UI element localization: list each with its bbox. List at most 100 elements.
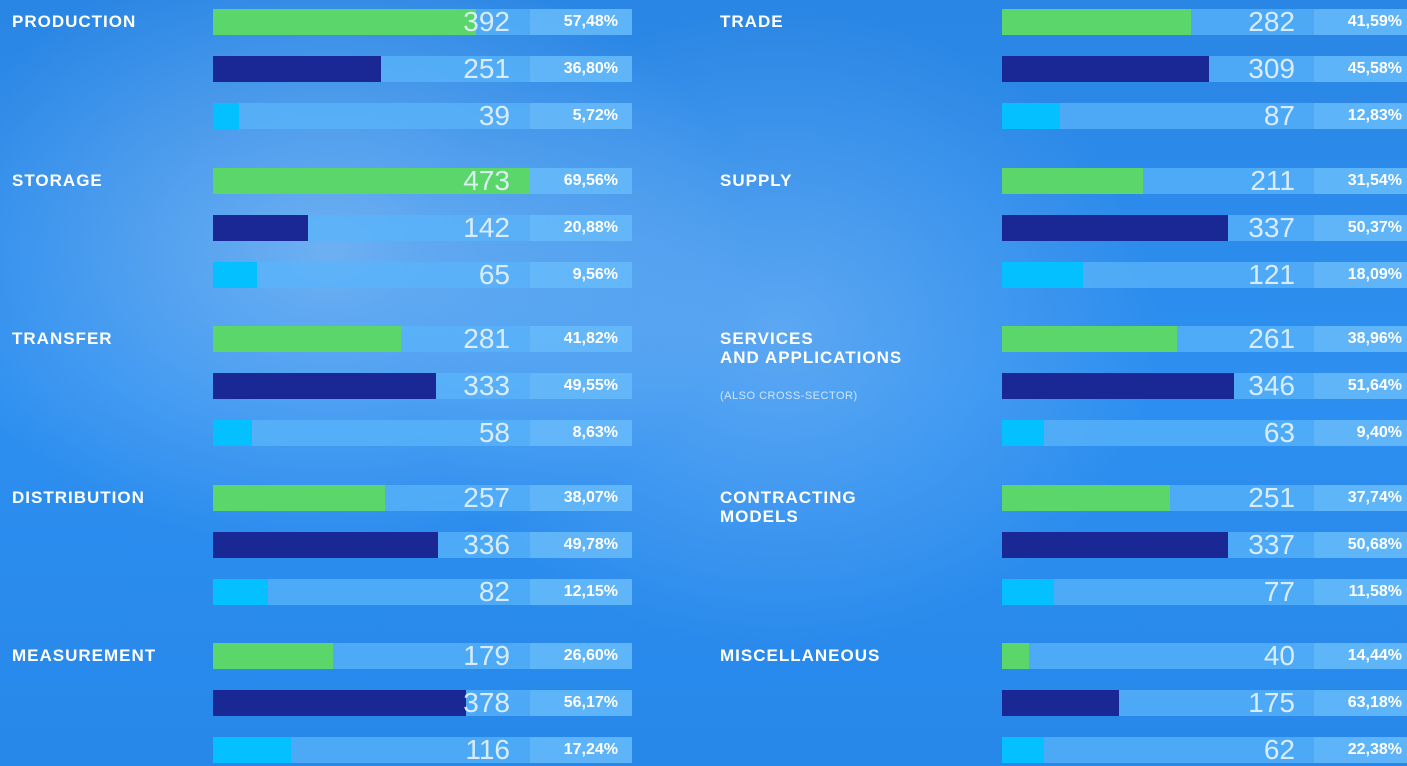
- percent-box: [1314, 484, 1407, 511]
- bar: [213, 9, 476, 35]
- count-label: 346: [1248, 370, 1295, 401]
- percent-label: 37,74%: [1347, 488, 1402, 506]
- bar: [1002, 373, 1234, 399]
- group-label: CONTRACTING MODELS: [720, 487, 857, 526]
- percent-box: [1314, 9, 1407, 35]
- count-label: 40: [1263, 640, 1295, 671]
- percent-box: [1314, 737, 1407, 763]
- percent-label: 5,72%: [572, 107, 618, 124]
- percent-label: 22,38%: [1347, 741, 1402, 758]
- count-label: 58: [478, 417, 510, 448]
- count-label: 337: [1248, 211, 1295, 243]
- percent-box: [530, 261, 632, 288]
- percent-label: 56,17%: [563, 694, 618, 711]
- percent-label: 8,63%: [572, 424, 618, 441]
- percent-box: [530, 420, 632, 446]
- group-label: STORAGE: [12, 170, 103, 190]
- percent-box: [1314, 420, 1407, 446]
- count-label: 121: [1248, 258, 1295, 290]
- count-label: 281: [463, 323, 510, 354]
- bar: [1002, 737, 1044, 763]
- count-label: 261: [1248, 323, 1295, 354]
- percent-label: 12,15%: [563, 582, 618, 600]
- count-label: 175: [1248, 687, 1295, 718]
- bar: [213, 214, 309, 241]
- bar: [213, 326, 402, 352]
- group-label: MEASUREMENT: [12, 646, 157, 665]
- percent-box: [1314, 578, 1407, 605]
- bar: [1002, 690, 1120, 716]
- bar: [1002, 578, 1054, 605]
- percent-label: 9,40%: [1356, 424, 1402, 441]
- bar: [1002, 9, 1192, 35]
- bar: [1002, 420, 1045, 446]
- bar: [213, 56, 382, 82]
- percent-label: 12,83%: [1347, 107, 1402, 124]
- group-label: SUPPLY: [720, 170, 793, 190]
- percent-box: [1314, 690, 1407, 716]
- percent-label: 20,88%: [563, 218, 618, 236]
- percent-label: 57,48%: [563, 13, 618, 30]
- bar: [213, 261, 257, 288]
- percent-box: [530, 484, 632, 511]
- percent-box: [530, 643, 632, 669]
- count-label: 65: [478, 258, 510, 290]
- count-label: 179: [463, 640, 510, 671]
- percent-label: 45,58%: [1347, 60, 1402, 77]
- percent-box: [530, 690, 632, 716]
- percent-label: 9,56%: [572, 265, 618, 283]
- bar: [213, 103, 240, 129]
- percent-box: [530, 56, 632, 82]
- percent-box: [530, 167, 632, 194]
- percent-box: [530, 737, 632, 763]
- bar: [213, 737, 291, 763]
- count-label: 39: [478, 100, 510, 131]
- percent-box: [1314, 531, 1407, 558]
- percent-label: 17,24%: [563, 741, 618, 758]
- count-label: 77: [1263, 575, 1295, 607]
- count-label: 473: [463, 164, 510, 196]
- group-label: MISCELLANEOUS: [720, 646, 881, 665]
- bar: [213, 531, 439, 558]
- count-label: 378: [463, 687, 510, 718]
- count-label: 116: [465, 734, 510, 765]
- bar: [213, 420, 252, 446]
- bar: [1002, 326, 1177, 352]
- bar: [1002, 531, 1228, 558]
- count-label: 142: [463, 211, 510, 243]
- percent-label: 41,82%: [563, 330, 618, 347]
- count-label: 63: [1263, 417, 1295, 448]
- count-label: 392: [463, 6, 510, 37]
- count-label: 251: [463, 53, 510, 84]
- bar: [1002, 167, 1144, 194]
- bar: [213, 643, 333, 669]
- group-label: SERVICES AND APPLICATIONS: [720, 329, 903, 367]
- percent-label: 50,68%: [1347, 535, 1402, 553]
- percent-label: 14,44%: [1347, 647, 1402, 664]
- percent-box: [1314, 214, 1407, 241]
- count-label: 62: [1263, 734, 1295, 765]
- count-label: 336: [463, 528, 510, 560]
- percent-label: 26,60%: [563, 647, 618, 664]
- bar: [1002, 484, 1171, 511]
- group-label: TRANSFER: [12, 329, 113, 348]
- percent-box: [1314, 261, 1407, 288]
- percent-box: [1314, 373, 1407, 399]
- count-label: 282: [1248, 6, 1295, 37]
- bar: [213, 578, 268, 605]
- percent-box: [1314, 167, 1407, 194]
- group-note: (ALSO CROSS-SECTOR): [720, 390, 858, 402]
- bar: [1002, 214, 1228, 241]
- count-label: 87: [1263, 100, 1295, 131]
- count-label: 337: [1248, 528, 1295, 560]
- percent-box: [1314, 326, 1407, 352]
- percent-label: 11,58%: [1348, 582, 1402, 600]
- percent-box: [530, 9, 632, 35]
- bar: [213, 484, 386, 511]
- bar: [1002, 643, 1029, 669]
- bar: [1002, 103, 1061, 129]
- percent-label: 38,07%: [563, 488, 618, 506]
- percent-box: [530, 103, 632, 129]
- group-label: TRADE: [720, 12, 784, 31]
- percent-box: [530, 531, 632, 558]
